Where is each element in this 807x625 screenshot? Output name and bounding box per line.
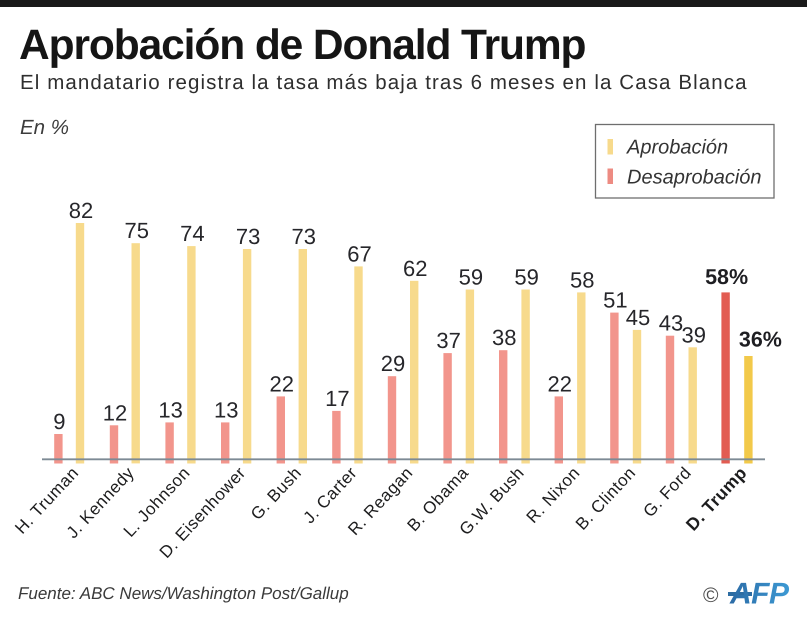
svg-text:45: 45	[626, 305, 650, 330]
svg-text:El mandatario registra la tasa: El mandatario registra la tasa más baja …	[20, 71, 748, 94]
svg-text:AFP: AFP	[729, 578, 790, 611]
svg-text:38: 38	[492, 325, 516, 350]
svg-text:13: 13	[214, 397, 238, 422]
svg-text:58%: 58%	[705, 265, 748, 289]
svg-text:22: 22	[548, 371, 572, 396]
svg-text:©: ©	[703, 584, 719, 607]
svg-text:Desaprobación: Desaprobación	[627, 167, 762, 189]
svg-text:17: 17	[325, 386, 349, 411]
svg-text:59: 59	[459, 265, 483, 290]
svg-text:51: 51	[603, 288, 627, 313]
svg-text:37: 37	[436, 328, 460, 353]
svg-text:43: 43	[659, 311, 683, 336]
svg-text:58: 58	[570, 267, 594, 292]
svg-text:29: 29	[381, 351, 405, 376]
svg-text:74: 74	[180, 221, 204, 246]
svg-text:Aprobación de Donald Trump: Aprobación de Donald Trump	[19, 22, 586, 69]
svg-text:Fuente: ABC News/Washington Po: Fuente: ABC News/Washington Post/Gallup	[18, 584, 349, 603]
svg-text:39: 39	[681, 322, 705, 347]
svg-text:9: 9	[53, 409, 65, 434]
svg-text:73: 73	[236, 224, 260, 249]
svg-text:59: 59	[514, 265, 538, 290]
svg-text:36%: 36%	[739, 328, 782, 352]
svg-text:75: 75	[124, 218, 148, 243]
svg-text:62: 62	[403, 256, 427, 281]
svg-text:En %: En %	[20, 116, 69, 139]
svg-text:12: 12	[103, 400, 127, 425]
svg-text:67: 67	[347, 241, 371, 266]
svg-text:13: 13	[158, 397, 182, 422]
svg-text:22: 22	[270, 371, 294, 396]
svg-text:73: 73	[292, 224, 316, 249]
svg-text:82: 82	[69, 198, 93, 223]
svg-text:Aprobación: Aprobación	[626, 137, 728, 159]
